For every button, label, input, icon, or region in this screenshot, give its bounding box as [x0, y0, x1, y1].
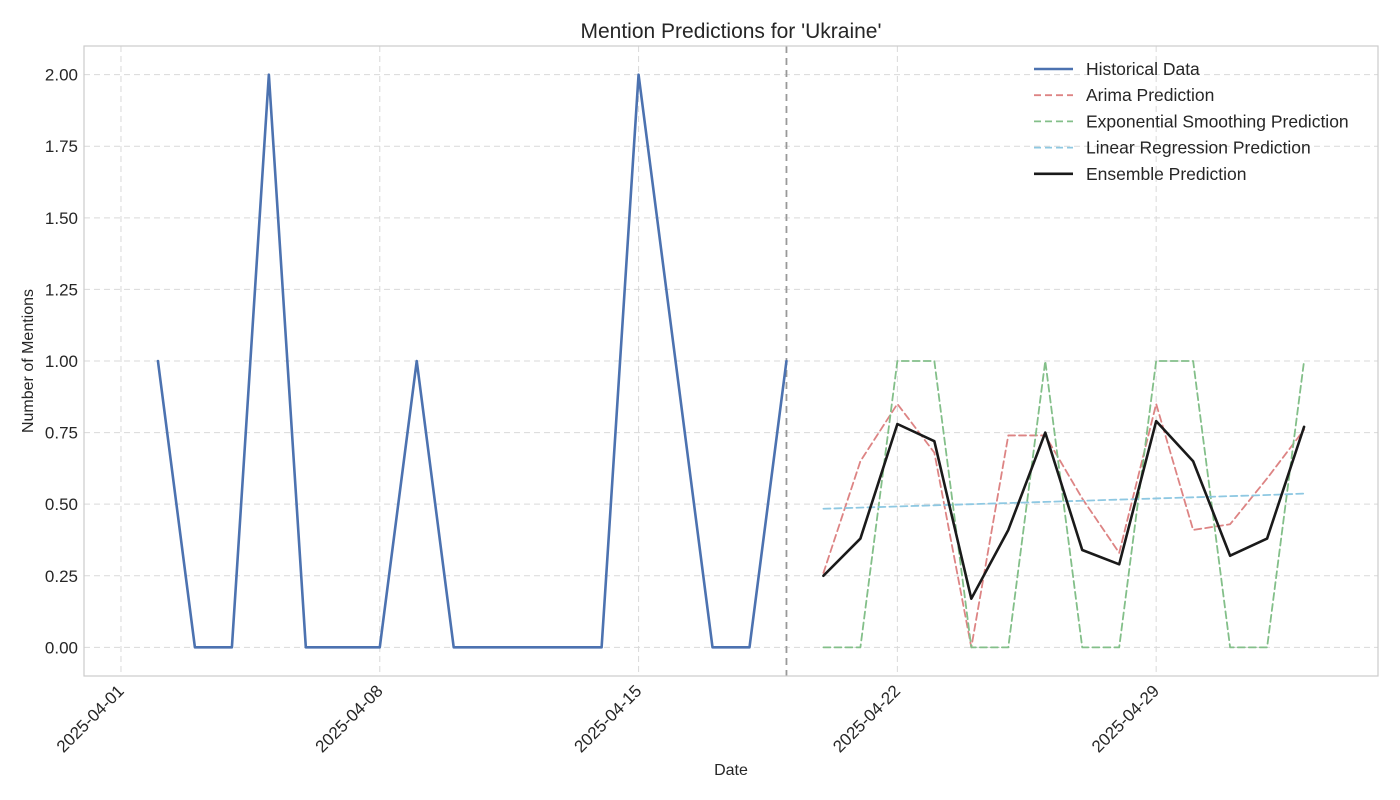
series-line-historical-data — [156, 73, 788, 649]
grid — [84, 46, 1378, 676]
y-tick-label: 0.50 — [45, 495, 78, 514]
y-axis-label: Number of Mentions — [20, 289, 37, 433]
series-line-ensemble-prediction — [822, 419, 1306, 600]
legend-label-historical-data: Historical Data — [1086, 59, 1200, 79]
series-line-exponential-smoothing-prediction — [822, 360, 1305, 649]
legend-label-linear-regression-prediction: Linear Regression Prediction — [1086, 138, 1311, 158]
x-axis-label: Date — [714, 762, 748, 779]
series-lines — [156, 73, 1306, 649]
legend: Historical Data Arima Prediction Exponenti… — [1034, 59, 1349, 184]
series-line-linear-regression-prediction — [822, 492, 1305, 510]
y-tick-label: 1.50 — [45, 209, 78, 228]
y-tick-label: 0.75 — [45, 424, 78, 443]
y-tick-label: 0.25 — [45, 567, 78, 586]
y-tick-label: 2.00 — [45, 66, 78, 85]
plot-frame — [83, 45, 1379, 677]
legend-label-ensemble-prediction: Ensemble Prediction — [1086, 164, 1247, 184]
series-line-arima-prediction — [822, 403, 1305, 649]
y-tick-label: 1.00 — [45, 352, 78, 371]
y-tick-label: 1.75 — [45, 137, 78, 156]
legend-label-exponential-smoothing-prediction: Exponential Smoothing Prediction — [1086, 111, 1349, 131]
y-tick-label: 0.00 — [45, 638, 78, 657]
y-tick-labels: 0.00 0.25 0.50 0.75 1.00 1.25 1.50 1.75 2.00 — [45, 66, 78, 658]
chart-title: Mention Predictions for 'Ukraine' — [581, 20, 882, 43]
y-tick-label: 1.25 — [45, 280, 78, 299]
legend-label-arima-prediction: Arima Prediction — [1086, 85, 1214, 105]
